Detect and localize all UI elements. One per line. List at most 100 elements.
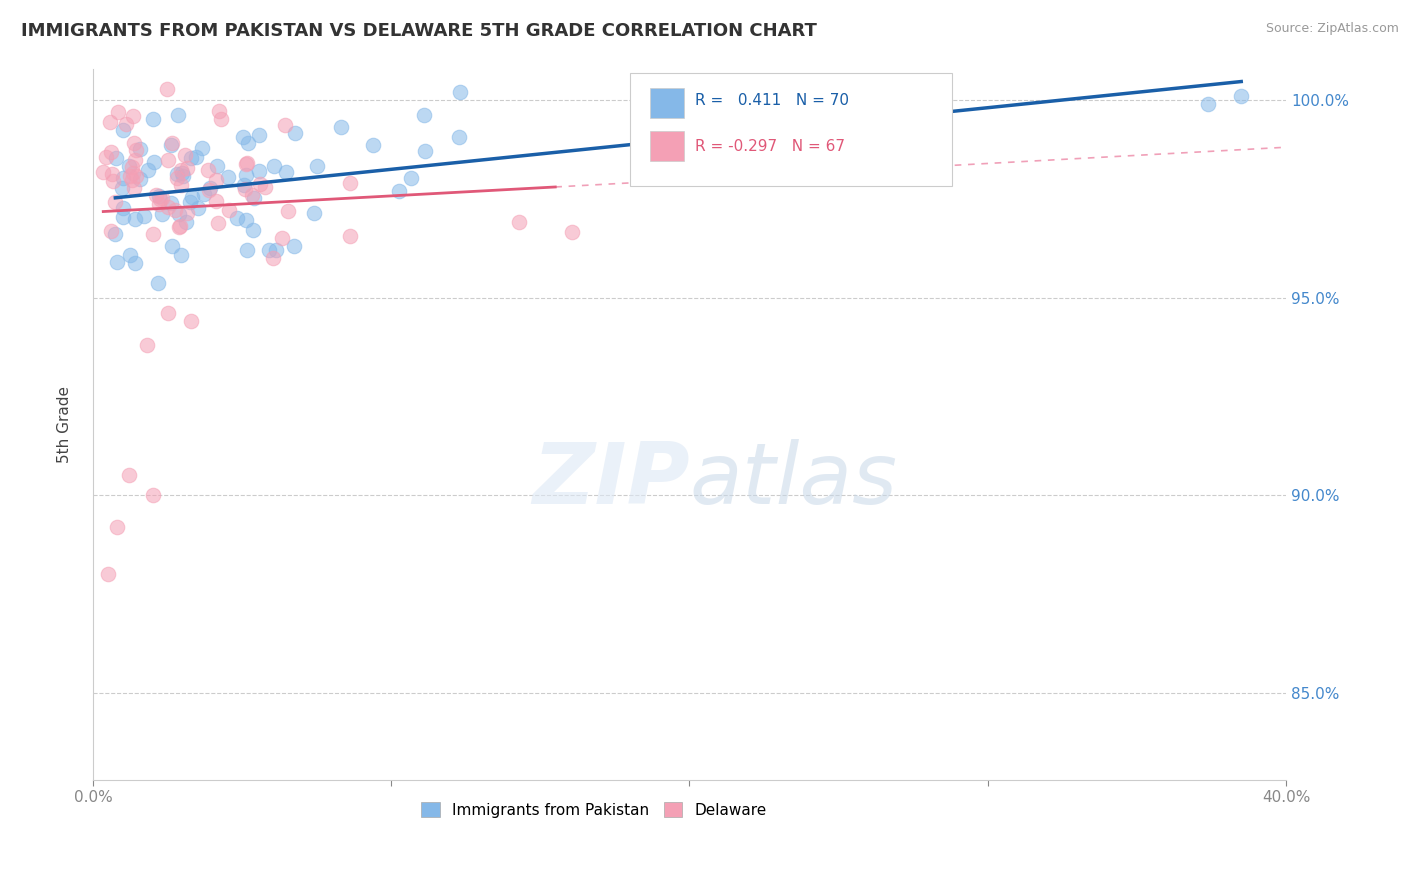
Point: [160, 196, 183, 211]
Point: [218, 203, 240, 218]
Point: [184, 150, 207, 164]
Point: [111, 181, 134, 195]
Point: [125, 143, 148, 157]
Point: [155, 82, 177, 96]
Point: [124, 256, 146, 270]
Point: [135, 338, 157, 352]
Point: [122, 165, 145, 179]
Point: [124, 211, 146, 226]
Point: [209, 112, 232, 127]
Point: [115, 117, 138, 131]
Point: [339, 176, 361, 190]
Point: [105, 151, 128, 165]
Point: [148, 196, 170, 211]
Point: [148, 189, 170, 203]
Point: [247, 128, 270, 143]
Point: [249, 164, 271, 178]
Point: [273, 118, 295, 132]
Point: [125, 169, 148, 183]
Point: [561, 225, 583, 239]
Point: [274, 164, 297, 178]
Point: [101, 174, 124, 188]
Point: [1230, 89, 1253, 103]
Point: [1197, 97, 1219, 112]
Point: [121, 172, 143, 186]
Point: [129, 172, 152, 186]
Point: [132, 209, 155, 223]
Point: [112, 170, 135, 185]
Point: [128, 142, 150, 156]
Point: [401, 170, 423, 185]
Point: [142, 112, 165, 127]
Text: ZIP: ZIP: [531, 440, 689, 523]
Point: [105, 254, 128, 268]
Point: [180, 314, 202, 328]
Text: IMMIGRANTS FROM PAKISTAN VS DELAWARE 5TH GRADE CORRELATION CHART: IMMIGRANTS FROM PAKISTAN VS DELAWARE 5TH…: [21, 22, 817, 40]
Point: [449, 129, 471, 144]
Point: [105, 520, 128, 534]
Point: [412, 108, 434, 122]
Point: [169, 219, 191, 233]
Point: [198, 183, 221, 197]
Point: [449, 85, 471, 99]
Point: [361, 138, 384, 153]
FancyBboxPatch shape: [630, 73, 952, 186]
Bar: [650, 131, 683, 161]
Point: [198, 180, 221, 194]
Point: [145, 187, 167, 202]
Point: [91, 165, 114, 179]
Point: [159, 138, 181, 153]
Point: [307, 159, 329, 173]
Point: [172, 169, 194, 183]
Point: [111, 123, 134, 137]
Point: [187, 201, 209, 215]
Point: [107, 104, 129, 119]
Point: [242, 191, 264, 205]
Point: [121, 160, 143, 174]
Point: [283, 239, 305, 253]
Point: [100, 167, 122, 181]
Point: [160, 239, 183, 253]
Point: [124, 153, 146, 168]
Y-axis label: 5th Grade: 5th Grade: [58, 385, 72, 463]
Point: [112, 210, 135, 224]
Point: [167, 207, 190, 221]
Point: [118, 468, 141, 483]
Point: [149, 192, 172, 206]
Point: [122, 181, 145, 195]
Point: [193, 187, 215, 202]
Bar: [650, 88, 683, 119]
Point: [176, 161, 198, 175]
Point: [253, 179, 276, 194]
Point: [122, 136, 145, 150]
Point: [257, 243, 280, 257]
Point: [508, 214, 530, 228]
Point: [225, 211, 247, 225]
Point: [172, 166, 194, 180]
Point: [217, 169, 239, 184]
Point: [118, 159, 141, 173]
Point: [242, 223, 264, 237]
Point: [157, 200, 180, 214]
Point: [118, 169, 141, 184]
Point: [165, 202, 187, 217]
Point: [263, 159, 285, 173]
Point: [180, 152, 202, 166]
Point: [235, 243, 257, 257]
Point: [415, 144, 437, 158]
Point: [197, 162, 219, 177]
Point: [166, 167, 188, 181]
Point: [329, 120, 352, 135]
Point: [104, 194, 127, 209]
Point: [156, 153, 179, 168]
Point: [262, 251, 284, 265]
Point: [205, 160, 228, 174]
Point: [235, 168, 257, 182]
Point: [120, 248, 142, 262]
Point: [170, 178, 193, 193]
Point: [238, 136, 260, 150]
Point: [204, 173, 226, 187]
Point: [150, 207, 173, 221]
Point: [142, 227, 165, 241]
Point: [233, 182, 256, 196]
